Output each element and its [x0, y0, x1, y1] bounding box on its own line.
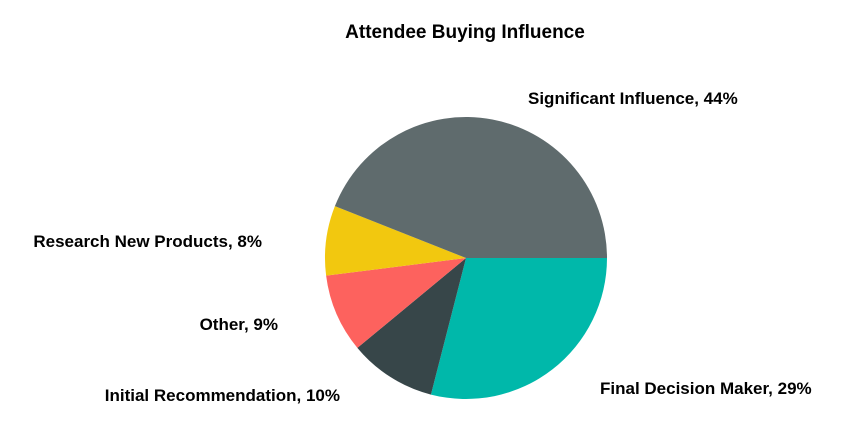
- slice-labels: Final Decision Maker, 29% Initial Recomme…: [33, 89, 811, 405]
- slice-label-significant-influence: Significant Influence, 44%: [528, 89, 738, 108]
- slice-label-other: Other, 9%: [200, 315, 278, 334]
- pie-slice-research-new-products: [325, 206, 466, 276]
- slice-label-initial-recommendation: Initial Recommendation, 10%: [105, 386, 340, 405]
- pie-slices: [325, 117, 607, 399]
- slice-label-research-new-products: Research New Products, 8%: [33, 232, 262, 251]
- pie-slice-initial-recommendation: [357, 258, 466, 395]
- pie-slice-final-decision-maker: [430, 258, 607, 399]
- pie-slice-other: [326, 258, 466, 348]
- chart-title: Attendee Buying Influence: [345, 22, 585, 43]
- slice-label-final-decision-maker: Final Decision Maker, 29%: [600, 379, 812, 398]
- pie-slice-significant-influence: [334, 117, 607, 258]
